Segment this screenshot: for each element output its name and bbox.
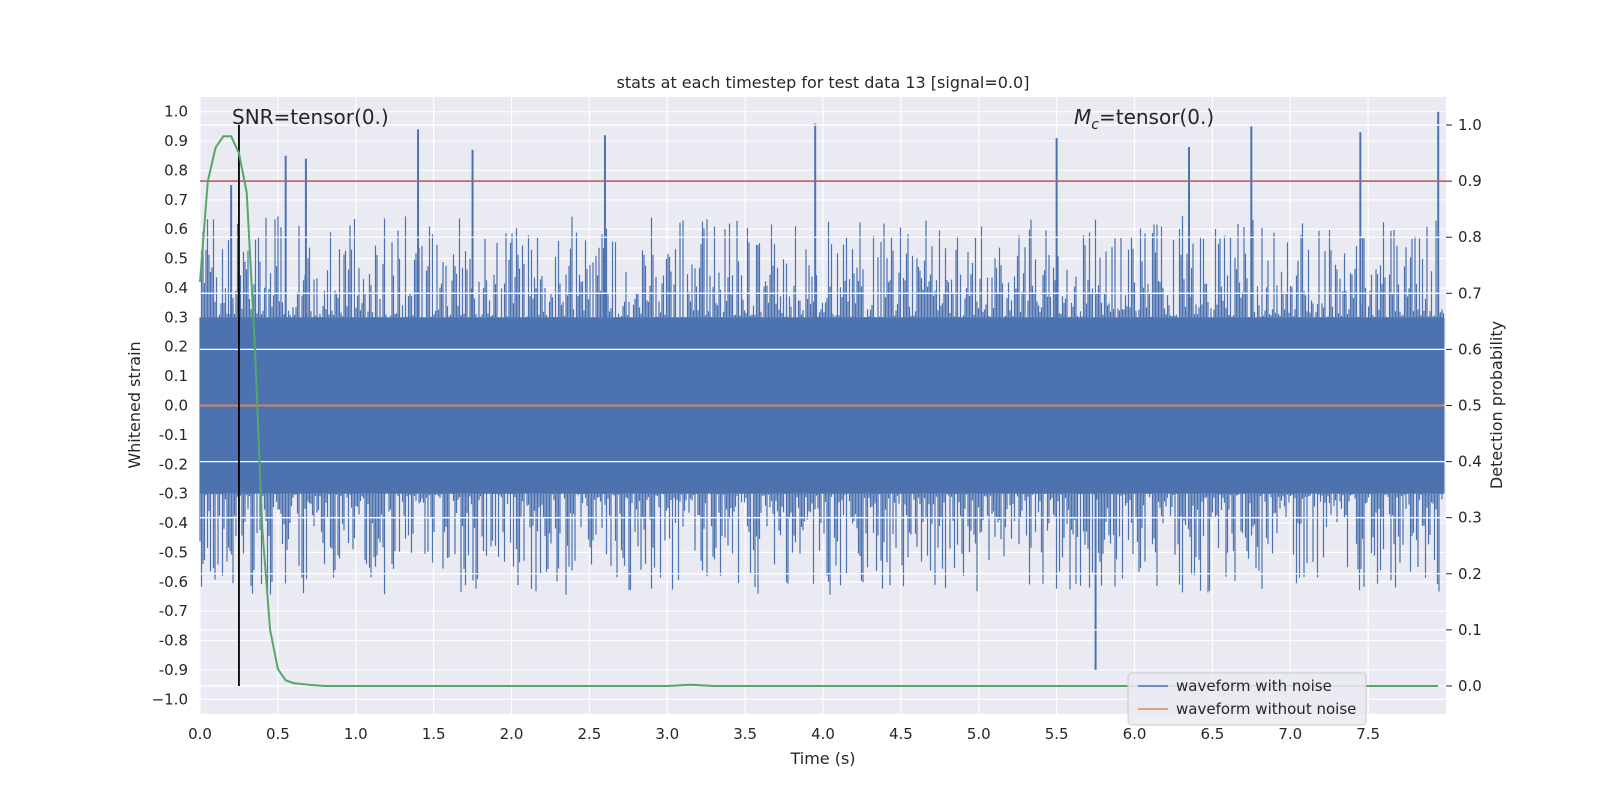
y-tick-label: -0.4 — [159, 514, 188, 532]
x-tick-label: 7.5 — [1356, 725, 1380, 743]
y-tick-label: −1.0 — [152, 690, 188, 708]
x-tick-label: 2.0 — [500, 725, 524, 743]
x-tick-label: 2.5 — [577, 725, 601, 743]
legend: waveform with noise waveform without noi… — [1127, 672, 1367, 726]
y-tick-label: 0.5 — [164, 250, 188, 268]
y-tick-label: -0.7 — [159, 602, 188, 620]
y-tick-label: 0.6 — [164, 220, 188, 238]
y2-tick-label: 0.0 — [1458, 677, 1482, 695]
y2-tick-label: 1.0 — [1458, 116, 1482, 134]
y2-tick-label: 0.8 — [1458, 228, 1482, 246]
line-series — [199, 124, 1446, 687]
y-tick-label: 0.7 — [164, 191, 188, 209]
y2-tick-label: 0.9 — [1458, 172, 1482, 190]
x-tick-label: 5.5 — [1045, 725, 1069, 743]
x-tick-label: 5.0 — [967, 725, 991, 743]
y-tick-label: -0.6 — [159, 573, 188, 591]
y2-tick-label: 0.4 — [1458, 453, 1482, 471]
y-tick-label: -0.9 — [159, 661, 188, 679]
y-tick-label: 0.4 — [164, 279, 188, 297]
y-axis-label: Whitened strain — [125, 341, 144, 468]
y2-tick-label: 0.7 — [1458, 284, 1482, 302]
y-tick-label: 0.9 — [164, 132, 188, 150]
y2-axis-label: Detection probability — [1487, 321, 1506, 489]
y-tick-label: 0.2 — [164, 338, 188, 356]
x-tick-label: 6.5 — [1200, 725, 1224, 743]
chart-title: stats at each timestep for test data 13 … — [617, 73, 1030, 92]
y-tick-label: 0.0 — [164, 397, 188, 415]
x-tick-label: 3.5 — [733, 725, 757, 743]
x-tick-label: 4.5 — [889, 725, 913, 743]
y-tick-label: -0.8 — [159, 632, 188, 650]
chirp-mass-symbol: M — [1074, 105, 1091, 129]
y2-tick-label: 0.1 — [1458, 621, 1482, 639]
x-tick-label: 1.5 — [422, 725, 446, 743]
chirp-mass-value: =tensor(0.) — [1099, 105, 1214, 129]
detection-probability-line — [199, 135, 1439, 687]
y2-tick-label: 0.3 — [1458, 509, 1482, 527]
x-axis-label: Time (s) — [789, 749, 855, 768]
x-tick-label: 4.0 — [811, 725, 835, 743]
y2-tick-label: 0.6 — [1458, 340, 1482, 358]
y2-tick-label: 0.2 — [1458, 565, 1482, 583]
y-tick-label: -0.2 — [159, 455, 188, 473]
legend-label-clean: waveform without noise — [1176, 700, 1356, 718]
y2-tick-label: 0.5 — [1458, 397, 1482, 415]
x-tick-label: 0.0 — [188, 725, 212, 743]
y-tick-label: -0.3 — [159, 485, 188, 503]
x-tick-label: 7.0 — [1278, 725, 1302, 743]
chirp-mass-subscript: c — [1091, 117, 1099, 133]
y-tick-label: 0.3 — [164, 308, 188, 326]
x-tick-label: 1.0 — [344, 725, 368, 743]
x-tick-label: 3.0 — [655, 725, 679, 743]
y-tick-label: -0.5 — [159, 543, 188, 561]
x-tick-label: 6.0 — [1123, 725, 1147, 743]
snr-annotation: SNR=tensor(0.) — [232, 105, 389, 129]
x-tick-label: 0.5 — [266, 725, 290, 743]
legend-label-noisy: waveform with noise — [1176, 677, 1332, 695]
y-tick-label: 0.8 — [164, 161, 188, 179]
chirp-mass-annotation: Mc=tensor(0.) — [1074, 105, 1214, 133]
y-tick-label: 0.1 — [164, 367, 188, 385]
axis-ticks: 0.0 0.5 1.0 1.5 2.0 2.5 3.0 3.5 4.0 4.5 5.0 5.5 6.0 6… — [152, 103, 1482, 743]
y-tick-label: 1.0 — [164, 103, 188, 121]
legend-box — [1127, 672, 1367, 726]
y-tick-label: -0.1 — [159, 426, 188, 444]
